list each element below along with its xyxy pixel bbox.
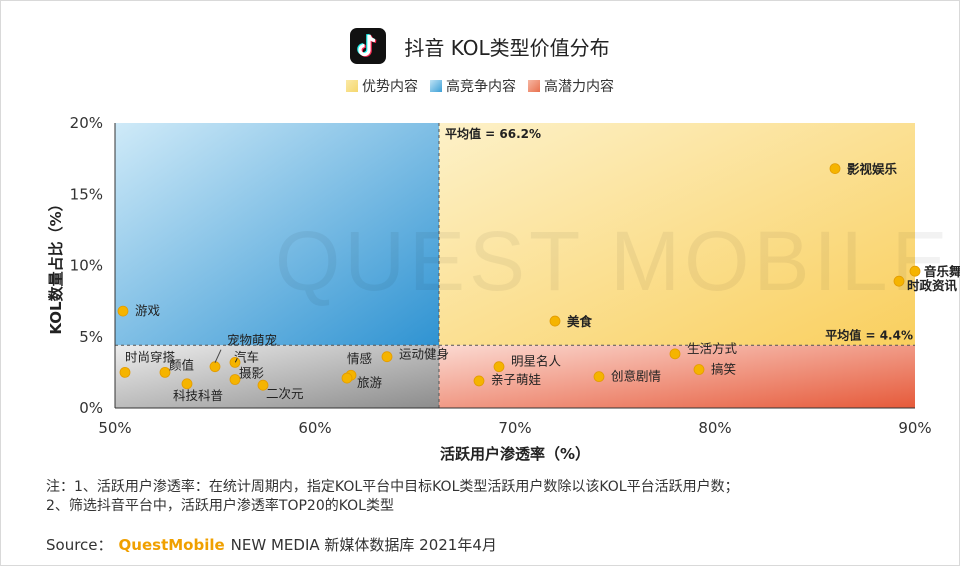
data-point xyxy=(117,305,129,317)
data-point xyxy=(209,361,221,373)
data-point xyxy=(229,374,241,385)
footnote-line: 注：1、活跃用户渗透率：在统计周期内，指定KOL平台中目标KOL类型活跃用户数除… xyxy=(46,479,739,495)
source-prefix: Source： xyxy=(46,536,113,554)
data-point xyxy=(893,275,905,287)
data-point xyxy=(229,356,241,368)
data-point xyxy=(159,366,171,378)
x-tick-label: 80% xyxy=(698,419,731,437)
y-tick-label: 0% xyxy=(79,399,103,417)
source-line: Source： QuestMobile NEW MEDIA 新媒体数据库 202… xyxy=(46,534,497,555)
data-point xyxy=(829,163,841,175)
y-tick-label: 15% xyxy=(70,185,103,203)
legend-item-potential: 高潜力内容 xyxy=(528,76,614,96)
quadrant-high-competition xyxy=(115,123,439,346)
y-axis-ticks: 0% 5% 10% 15% 20% xyxy=(70,114,103,417)
data-point-label: 生活方式 xyxy=(687,341,738,356)
data-point-label: 科技科普 xyxy=(173,388,223,403)
legend-item-competitive: 高竞争内容 xyxy=(430,76,516,96)
data-point-label: 颜值 xyxy=(169,357,194,372)
data-point-label: 二次元 xyxy=(266,386,304,401)
y-tick-label: 5% xyxy=(79,328,103,346)
data-point xyxy=(473,375,485,387)
source-brand: QuestMobile xyxy=(118,536,225,554)
footnote-line: 2、筛选抖音平台中，活跃用户渗透率TOP20的KOL类型 xyxy=(46,498,394,514)
data-point-label: 情感 xyxy=(347,351,372,366)
legend-item-advantage: 优势内容 xyxy=(346,76,418,96)
data-point xyxy=(593,371,605,383)
data-point xyxy=(493,361,505,373)
y-tick-label: 20% xyxy=(70,114,103,132)
data-point-label: 汽车 xyxy=(234,349,259,364)
average-x-label: 平均值 = 66.2% xyxy=(445,126,541,141)
data-point-label: 影视娱乐 xyxy=(847,162,898,177)
y-axis-title: KOL数量占比（%） xyxy=(47,196,65,334)
data-point xyxy=(381,351,393,363)
legend-label: 高竞争内容 xyxy=(446,79,516,95)
data-point xyxy=(341,372,353,384)
source-text: NEW MEDIA 新媒体数据库 2021年4月 xyxy=(230,536,497,554)
data-point-label: 搞笑 xyxy=(711,362,736,377)
footnotes: 注：1、活跃用户渗透率：在统计周期内，指定KOL平台中目标KOL类型活跃用户数除… xyxy=(46,478,739,516)
average-y-label: 平均值 = 4.4% xyxy=(825,327,913,342)
data-point-label: 亲子萌娃 xyxy=(491,372,541,387)
data-point-label: 时尚穿搭 xyxy=(125,349,176,364)
quadrant-advantage xyxy=(439,123,915,346)
x-axis-ticks: 50% 60% 70% 80% 90% xyxy=(98,419,931,437)
x-tick-label: 70% xyxy=(498,419,531,437)
data-point xyxy=(693,364,705,375)
data-point-label: 游戏 xyxy=(135,303,160,318)
data-point-label: 旅游 xyxy=(357,375,383,390)
legend: 优势内容 高竞争内容 高潜力内容 xyxy=(0,76,960,96)
data-point-label: 音乐舞蹈 xyxy=(924,264,960,279)
data-point-label: 摄影 xyxy=(239,366,265,381)
data-point-label: 明星名人 xyxy=(511,354,562,369)
legend-label: 高潜力内容 xyxy=(544,79,614,95)
watermark: QUEST MOBILE xyxy=(275,214,952,308)
data-point xyxy=(119,366,131,378)
y-tick-label: 10% xyxy=(70,257,103,275)
legend-swatch xyxy=(430,80,442,92)
data-point-label: 美食 xyxy=(567,314,593,329)
quadrant-backgrounds xyxy=(115,123,915,408)
data-point-label: 创意剧情 xyxy=(611,369,661,384)
data-point-label: 时政资讯 xyxy=(907,278,958,293)
data-point xyxy=(669,348,681,360)
chart-title: 抖音 KOL类型价值分布 xyxy=(404,35,610,60)
title-row: 抖音 KOL类型价值分布 xyxy=(0,26,960,66)
tiktok-logo-icon xyxy=(350,28,387,64)
data-point-label: 宠物萌宠 xyxy=(227,333,277,348)
data-point xyxy=(257,379,269,391)
scatter-chart: QUEST MOBILE 平均值 = 66.2% 平均值 = 4.4% 50% 6… xyxy=(47,114,960,463)
x-axis-title: 活跃用户渗透率（%） xyxy=(440,445,590,463)
legend-swatch xyxy=(346,80,358,92)
data-point xyxy=(549,315,561,327)
legend-swatch xyxy=(528,80,540,92)
x-tick-label: 60% xyxy=(298,419,331,437)
x-tick-label: 90% xyxy=(898,419,931,437)
label-leader-line xyxy=(214,349,222,363)
data-point-label: 运动健身 xyxy=(399,347,449,362)
data-point xyxy=(181,378,193,390)
x-tick-label: 50% xyxy=(98,419,131,437)
data-point xyxy=(909,265,921,277)
legend-label: 优势内容 xyxy=(362,79,418,95)
